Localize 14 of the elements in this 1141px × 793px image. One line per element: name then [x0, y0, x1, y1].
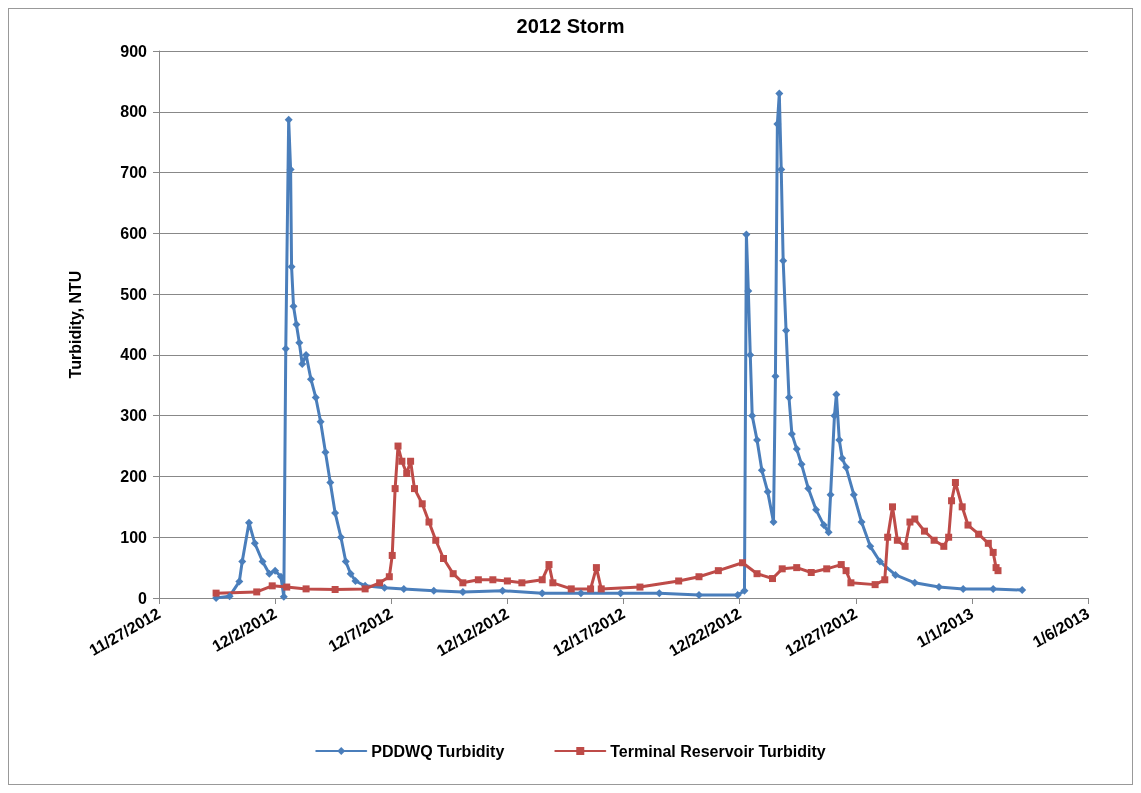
y-tick-label: 700: [120, 164, 148, 182]
y-axis-title: Turbidity, NTU: [66, 270, 84, 379]
y-tick-label: 900: [120, 42, 148, 60]
chart-title: 2012 Storm: [516, 15, 625, 37]
y-tick-label: 300: [120, 407, 148, 425]
y-tick-label: 0: [138, 589, 148, 607]
y-tick-label: 500: [120, 285, 148, 303]
y-tick-label: 600: [120, 224, 148, 242]
y-tick-label: 200: [120, 467, 148, 485]
legend-label: PDDWQ Turbidity: [371, 742, 505, 760]
y-tick-label: 100: [120, 528, 148, 546]
y-tick-label: 400: [120, 346, 148, 364]
y-tick-label: 800: [120, 103, 148, 121]
legend-label: Terminal Reservoir Turbidity: [610, 742, 826, 760]
